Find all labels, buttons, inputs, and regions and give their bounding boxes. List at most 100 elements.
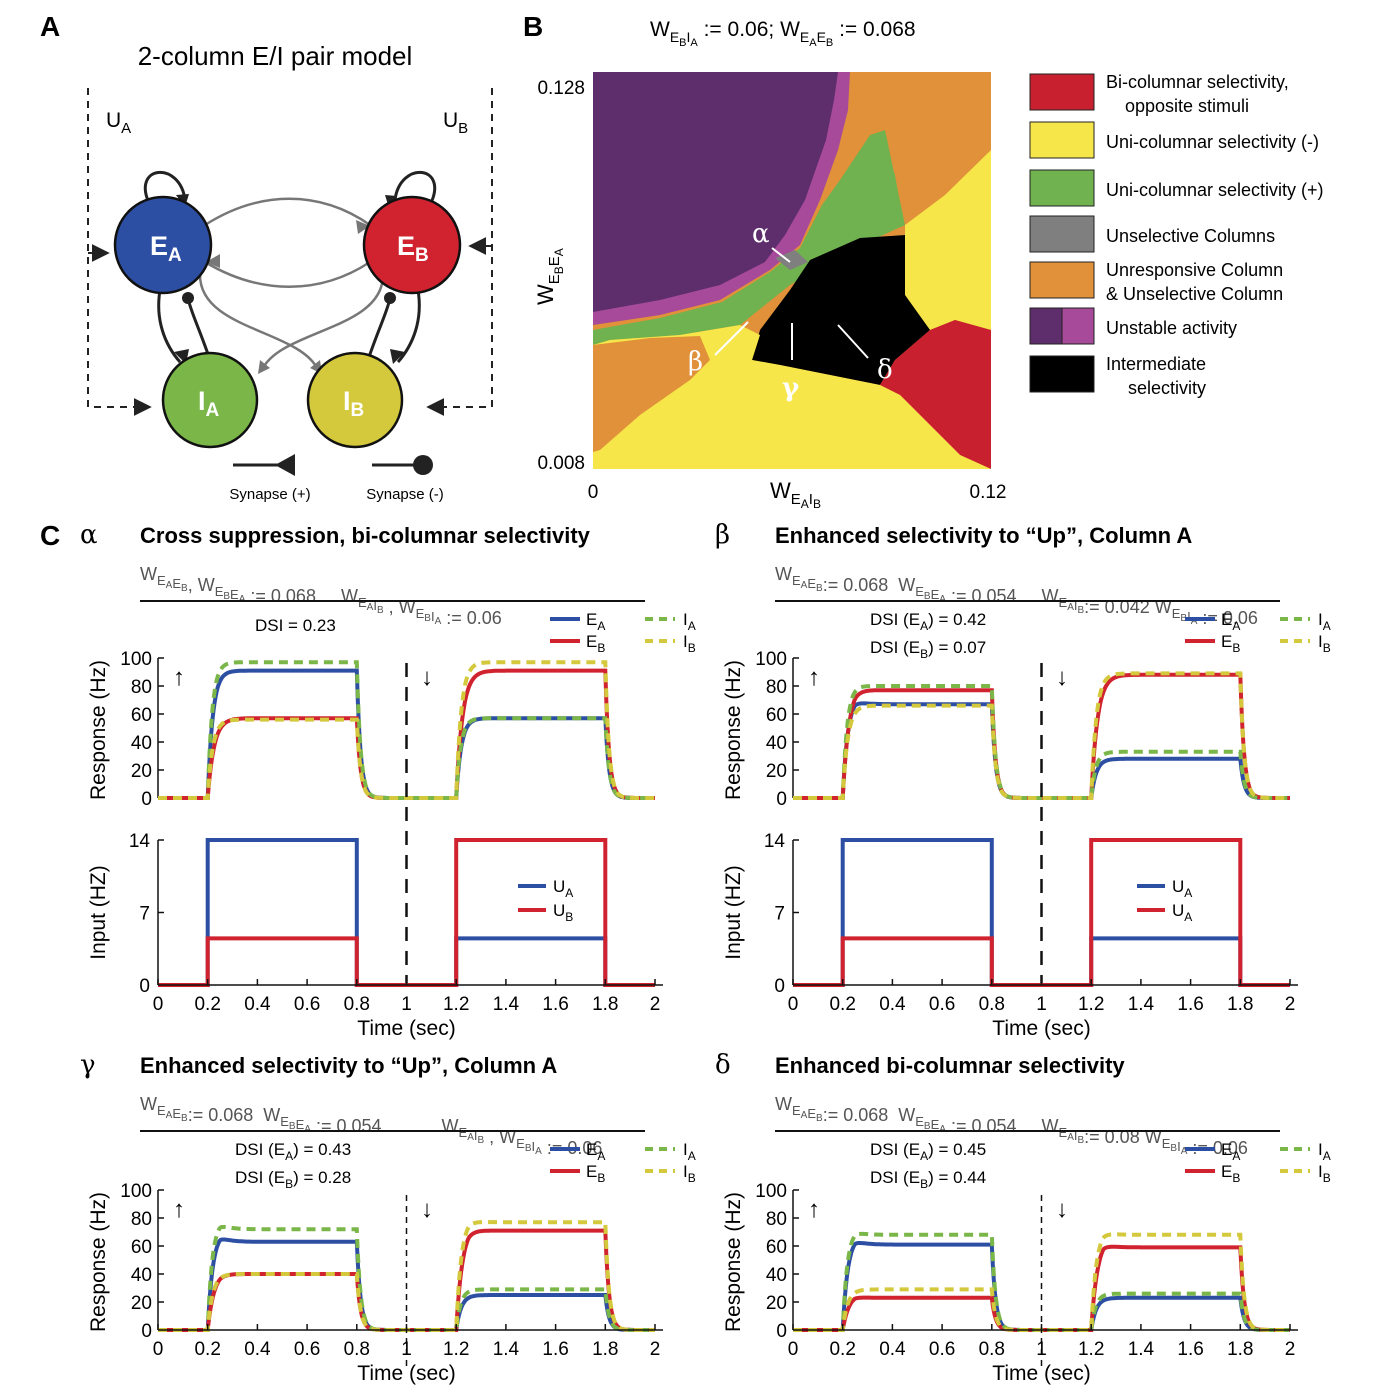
response-ytick-label: 80 <box>766 1209 787 1230</box>
xtick-label: 1.6 <box>1177 1339 1203 1360</box>
dsi-label: DSI = 0.23 <box>255 616 336 635</box>
down-arrow: ↓ <box>421 664 433 691</box>
legend-inhibitory-label: Synapse (-) <box>366 486 444 503</box>
trace-ib <box>158 660 655 800</box>
xtick-label: 1.4 <box>493 1339 520 1360</box>
xtick-label: 1.8 <box>592 994 618 1015</box>
legend-swatch-4 <box>1029 261 1095 299</box>
subpanel-beta: β Enhanced selectivity to “Up”, Column AW… <box>715 520 1331 1040</box>
xtick-label: 1 <box>401 994 412 1015</box>
xtick-label: 0.4 <box>244 1339 271 1360</box>
xlabel: Time (sec) <box>357 1017 455 1040</box>
self-loop-eb <box>393 171 437 206</box>
legend-swatch-2 <box>1029 169 1095 207</box>
response-ytick-label: 40 <box>766 733 787 754</box>
self-loop-ea <box>143 171 187 206</box>
panel-a: A 2-column E/I pair model UA UB <box>40 11 493 503</box>
xtick-label: 0 <box>153 994 164 1015</box>
legend-entry: EA <box>586 610 605 633</box>
legend-entry: EA <box>1221 610 1240 633</box>
region-yellow-right <box>905 150 991 330</box>
input-ytick-label: 0 <box>139 976 150 997</box>
xtick-label: 1 <box>1036 1339 1047 1360</box>
legend-excitatory-label: Synapse (+) <box>229 486 310 503</box>
input-ytick-label: 0 <box>774 976 785 997</box>
input-ylabel: Input (HZ) <box>722 865 745 960</box>
legend-entry: EB <box>586 632 605 655</box>
xtick-label: 1.8 <box>1227 1339 1253 1360</box>
response-ytick-label: 80 <box>766 677 787 698</box>
xtick-label: 0 <box>153 1339 164 1360</box>
legend-swatch-3 <box>1029 215 1095 253</box>
xtick-label: 1.4 <box>1128 1339 1155 1360</box>
legend-entry: IA <box>683 1140 696 1163</box>
xtick-label: 0.2 <box>829 1339 855 1360</box>
legend-swatch-unstable-purple <box>1029 307 1063 345</box>
up-arrow: ↑ <box>808 664 820 691</box>
trace-ia <box>158 660 655 800</box>
input-ytick-label: 7 <box>774 904 785 925</box>
response-ytick-label: 40 <box>131 1265 152 1286</box>
ea-eb-connection <box>204 197 371 227</box>
subpanel-title: Enhanced selectivity to “Up”, Column A <box>140 1053 557 1078</box>
legend-entry: EA <box>1221 1140 1240 1163</box>
legend-entry: IA <box>1318 1140 1331 1163</box>
subpanel-alpha: α Cross suppression, bi-columnar selectiv… <box>80 520 696 1040</box>
response-ytick-label: 40 <box>131 733 152 754</box>
dsi-eb: DSI (EB) = 0.07 <box>870 638 986 661</box>
trace-ia <box>793 684 1290 800</box>
legend-entry: IA <box>683 610 696 633</box>
response-ytick-label: 100 <box>755 1181 787 1202</box>
legend-entry: EB <box>1221 1162 1240 1185</box>
node-ea-label: EA <box>150 231 182 266</box>
xtick-label: 1.8 <box>1227 994 1253 1015</box>
delta-label: δ <box>877 355 893 385</box>
xtick-label: 0.8 <box>344 994 370 1015</box>
node-ib <box>306 351 404 449</box>
subpanel-greek: α <box>80 520 98 550</box>
legend-label-3: Unselective Columns <box>1106 226 1275 246</box>
dsi-ea: DSI (EA) = 0.42 <box>870 610 986 633</box>
eb-ib-head <box>390 349 405 364</box>
ea-eb-head <box>356 220 370 234</box>
eb-ia-head <box>258 360 270 374</box>
xtick-label: 2 <box>1285 994 1296 1015</box>
response-ytick-label: 100 <box>755 649 787 670</box>
xtick-label: 0.4 <box>879 994 906 1015</box>
subpanel-title: Enhanced selectivity to “Up”, Column A <box>775 523 1192 548</box>
up-arrow: ↑ <box>808 1196 820 1223</box>
response-ylabel: Response (Hz) <box>722 1192 745 1332</box>
response-ytick-label: 20 <box>131 761 152 782</box>
down-arrow: ↓ <box>421 1196 433 1223</box>
response-ytick-label: 60 <box>766 705 787 726</box>
legend-swatch-0 <box>1029 73 1095 111</box>
region-orange-left <box>593 336 710 452</box>
panel-a-title: 2-column E/I pair model <box>138 41 413 71</box>
region-green-upper <box>880 140 903 230</box>
subpanel-delta: δ Enhanced bi-columnar selectivity WEAEB:=… <box>715 1050 1331 1385</box>
response-ytick-label: 80 <box>131 1209 152 1230</box>
legend-label2-4: & Unselective Column <box>1106 284 1283 304</box>
xtick-label: 0.6 <box>929 994 955 1015</box>
xlabel: Time (sec) <box>357 1362 455 1385</box>
legend-inhibitory-head <box>413 455 433 475</box>
xtick-label: 2 <box>650 1339 661 1360</box>
legend-entry: IA <box>1318 610 1331 633</box>
response-ytick-label: 100 <box>120 649 152 670</box>
ib-eb-head <box>384 292 396 304</box>
xtick-label: 0.8 <box>344 1339 370 1360</box>
eb-ia-connection <box>260 274 385 371</box>
ia-ea-head <box>182 292 194 304</box>
xtick-label: 1.2 <box>1078 1339 1104 1360</box>
dsi-eb: DSI (EB) = 0.44 <box>870 1168 986 1191</box>
ib-eb-connection <box>366 297 392 361</box>
input-legend-entry: UA <box>1172 901 1192 924</box>
panel-b-title: WEBIA := 0.06; WEAEB := 0.068 <box>650 18 916 49</box>
subpanel-title: Enhanced bi-columnar selectivity <box>775 1053 1125 1078</box>
ea-ib-connection <box>198 274 320 371</box>
legend-label2-0: opposite stimuli <box>1125 96 1249 116</box>
panel-b-label: B <box>523 11 543 42</box>
response-ytick-label: 40 <box>766 1265 787 1286</box>
